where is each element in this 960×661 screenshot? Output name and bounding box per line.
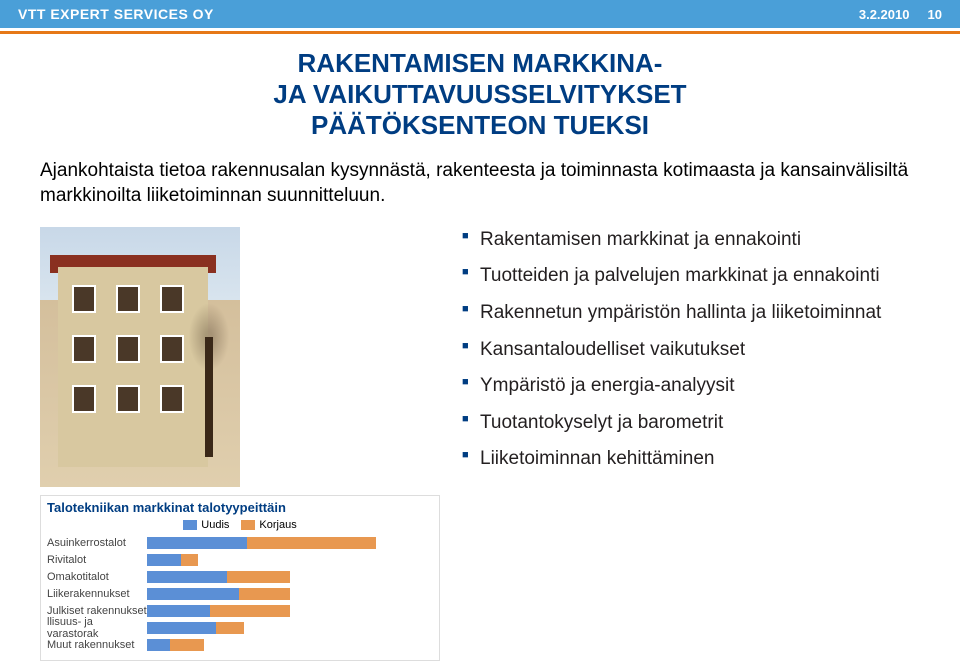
chart-bar-korjaus xyxy=(216,622,245,634)
photo-window xyxy=(160,335,184,363)
chart-bar-uudis xyxy=(147,537,247,549)
chart-bar-korjaus xyxy=(247,537,376,549)
bullet-item: Rakennetun ympäristön hallinta ja liiket… xyxy=(462,300,920,327)
header-meta: 3.2.2010 10 xyxy=(859,7,942,22)
chart-bar-korjaus xyxy=(227,571,290,583)
chart-row-bars xyxy=(147,639,433,651)
chart-bar-korjaus xyxy=(181,554,198,566)
photo-tree-branches xyxy=(185,297,233,377)
chart-row: Asuinkerrostalot xyxy=(47,535,433,552)
legend-label: Korjaus xyxy=(259,519,296,531)
chart-row-label: Asuinkerrostalot xyxy=(47,537,147,549)
bullet-item: Tuotantokyselyt ja barometrit xyxy=(462,410,920,437)
chart-row-label: Omakotitalot xyxy=(47,571,147,583)
title-line-3: PÄÄTÖKSENTEON TUEKSI xyxy=(40,110,920,141)
chart-bar-korjaus xyxy=(170,639,204,651)
chart-row-bars xyxy=(147,588,433,600)
chart-row: Rivitalot xyxy=(47,552,433,569)
bullet-item: Ympäristö ja energia-analyysit xyxy=(462,373,920,400)
intro-paragraph: Ajankohtaista tietoa rakennusalan kysynn… xyxy=(40,158,920,209)
chart-bar-uudis xyxy=(147,605,210,617)
chart-row-bars xyxy=(147,571,433,583)
chart-bar-uudis xyxy=(147,622,216,634)
chart-bar-uudis xyxy=(147,588,239,600)
bullet-item: Kansantaloudelliset vaikutukset xyxy=(462,337,920,364)
chart-row-bars xyxy=(147,554,433,566)
bullet-list: Rakentamisen markkinat ja ennakointi Tuot… xyxy=(462,227,920,661)
photo-window xyxy=(72,285,96,313)
bullet-item: Liiketoiminnan kehittäminen xyxy=(462,446,920,473)
chart-row-bars xyxy=(147,537,433,549)
chart-row: Liikerakennukset xyxy=(47,586,433,603)
legend-swatch xyxy=(183,520,197,530)
legend-swatch xyxy=(241,520,255,530)
legend-label: Uudis xyxy=(201,519,229,531)
chart-bar-uudis xyxy=(147,639,170,651)
chart-row: Muut rakennukset xyxy=(47,637,433,654)
legend-item: Korjaus xyxy=(241,519,296,531)
chart-bar-uudis xyxy=(147,554,181,566)
company-name: VTT EXPERT SERVICES OY xyxy=(18,6,214,22)
chart-rows: Asuinkerrostalot Rivitalot Omakotitalot Lii… xyxy=(41,533,439,660)
title-line-1: RAKENTAMISEN MARKKINA- xyxy=(40,48,920,79)
chart-legend: Uudis Korjaus xyxy=(41,517,439,533)
chart-row: Omakotitalot xyxy=(47,569,433,586)
photo-window xyxy=(160,285,184,313)
header-bar: VTT EXPERT SERVICES OY 3.2.2010 10 xyxy=(0,0,960,28)
photo-window xyxy=(72,385,96,413)
chart-row-label: Liikerakennukset xyxy=(47,588,147,600)
page-title: RAKENTAMISEN MARKKINA- JA VAIKUTTAVUUSSE… xyxy=(40,48,920,142)
chart-bar-korjaus xyxy=(210,605,290,617)
chart-row-label: Rivitalot xyxy=(47,554,147,566)
chart-bar-korjaus xyxy=(239,588,290,600)
photo-window xyxy=(116,385,140,413)
left-column: Talotekniikan markkinat talotyypeittäin … xyxy=(40,227,440,661)
chart-row-bars xyxy=(147,605,433,617)
photo-window xyxy=(116,335,140,363)
lower-row: Talotekniikan markkinat talotyypeittäin … xyxy=(40,227,920,661)
chart-bar-uudis xyxy=(147,571,227,583)
chart-row: llisuus- ja varastorak xyxy=(47,620,433,637)
title-line-2: JA VAIKUTTAVUUSSELVITYKSET xyxy=(40,79,920,110)
building-photo xyxy=(40,227,240,487)
photo-window xyxy=(72,335,96,363)
header-date: 3.2.2010 xyxy=(859,7,910,22)
bar-chart: Talotekniikan markkinat talotyypeittäin … xyxy=(40,495,440,661)
bullet-item: Tuotteiden ja palvelujen markkinat ja en… xyxy=(462,263,920,290)
header-page: 10 xyxy=(928,7,942,22)
legend-item: Uudis xyxy=(183,519,229,531)
chart-row-label: Muut rakennukset xyxy=(47,639,147,651)
chart-row-label: llisuus- ja varastorak xyxy=(47,616,147,640)
photo-window xyxy=(160,385,184,413)
content: RAKENTAMISEN MARKKINA- JA VAIKUTTAVUUSSE… xyxy=(0,34,960,661)
bullet-item: Rakentamisen markkinat ja ennakointi xyxy=(462,227,920,254)
chart-title: Talotekniikan markkinat talotyypeittäin xyxy=(41,496,439,517)
chart-row-bars xyxy=(147,622,433,634)
photo-window xyxy=(116,285,140,313)
